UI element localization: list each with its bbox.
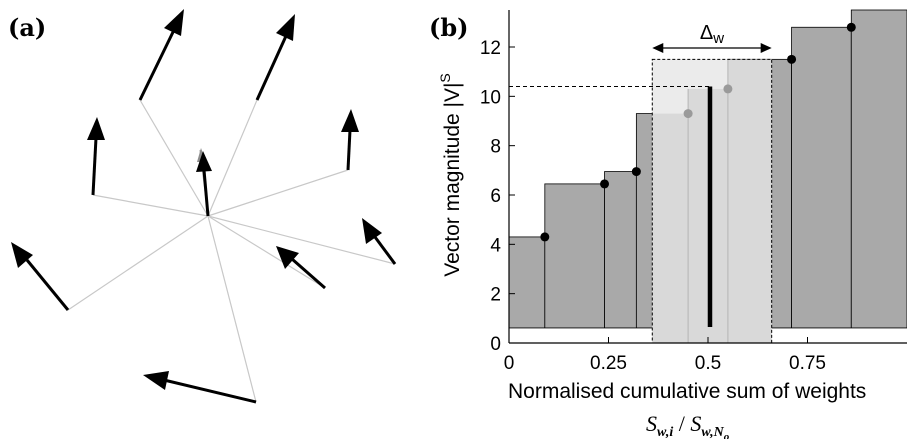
construction-line [92,194,209,217]
bar [604,171,637,329]
construction-line [207,215,326,289]
formula-separator: / [673,411,690,436]
y-axis-label-main: Vector magnitude |V| [441,83,464,277]
vector-arrow [276,246,326,290]
y-tick-label: 0 [490,334,501,355]
delta-w-arrowhead-right [760,43,772,53]
x-tick-label: 0.25 [590,353,627,374]
data-point [787,54,797,64]
vector-arrows [11,9,397,404]
bar [850,9,907,329]
formula-sub2: w,N [701,425,724,439]
construction-line [207,99,258,217]
x-tick-label: 0.75 [789,353,826,374]
panel-a-label: (a) [8,13,46,42]
points-layer [540,22,856,242]
vector-arrow [11,242,70,311]
x-tick-label: 0.5 [695,353,721,374]
window-bar [727,59,772,343]
construction-line [139,99,209,217]
vector-arrow [341,109,359,171]
vector-arrow [143,371,257,404]
vector-arrow [87,117,105,196]
formula-sub1: w,i [657,425,673,439]
y-axis-label: Vector magnitude |V|S [437,73,464,277]
formula-s2: S [690,411,701,436]
x-tick-label: 0 [504,353,515,374]
delta-subscript: w [712,30,724,47]
data-point [540,232,550,242]
formula-sub3: o [724,431,730,439]
chart: 0 2 4 6 8 10 12 0 0.25 0.5 0.75 [480,9,907,374]
x-axis-label: Normalised cumulative sum of weights [508,380,866,403]
formula-s1: S [646,411,657,436]
vector-diagram [11,9,397,404]
data-point [600,179,610,189]
vector-arrow [362,218,397,265]
y-tick-label: 6 [490,186,501,207]
vector-arrow [138,9,184,101]
y-tick-label: 10 [480,87,501,108]
bar [791,26,852,329]
guides-layer [509,85,713,327]
y-tick-label: 2 [490,285,501,306]
x-axis-formula: Sw,i / Sw,No [646,411,730,439]
bar [508,236,546,329]
tick-labels: 0 2 4 6 8 10 12 0 0.25 0.5 0.75 [480,38,826,374]
y-axis-label-sup: S [437,73,453,82]
bar [544,183,605,329]
y-tick-label: 4 [490,235,501,256]
delta-w-arrowhead-left [652,43,664,53]
vector-arrow [196,151,212,217]
delta-w-label: Δw [700,22,724,47]
data-point [683,109,693,119]
construction-line [207,215,396,265]
panel-b-label: (b) [429,13,469,42]
y-tick-label: 12 [480,38,501,59]
construction-lines [67,99,396,403]
construction-line [207,215,257,403]
data-point [631,167,641,177]
vector-arrow [255,14,295,101]
data-point [723,84,733,94]
delta-symbol: Δ [700,22,713,44]
delta-w-annotation: Δw [652,22,772,53]
construction-line [207,169,349,217]
window-bar [652,113,689,343]
data-point [846,22,856,32]
y-tick-label: 8 [490,137,501,158]
construction-line [67,215,209,311]
